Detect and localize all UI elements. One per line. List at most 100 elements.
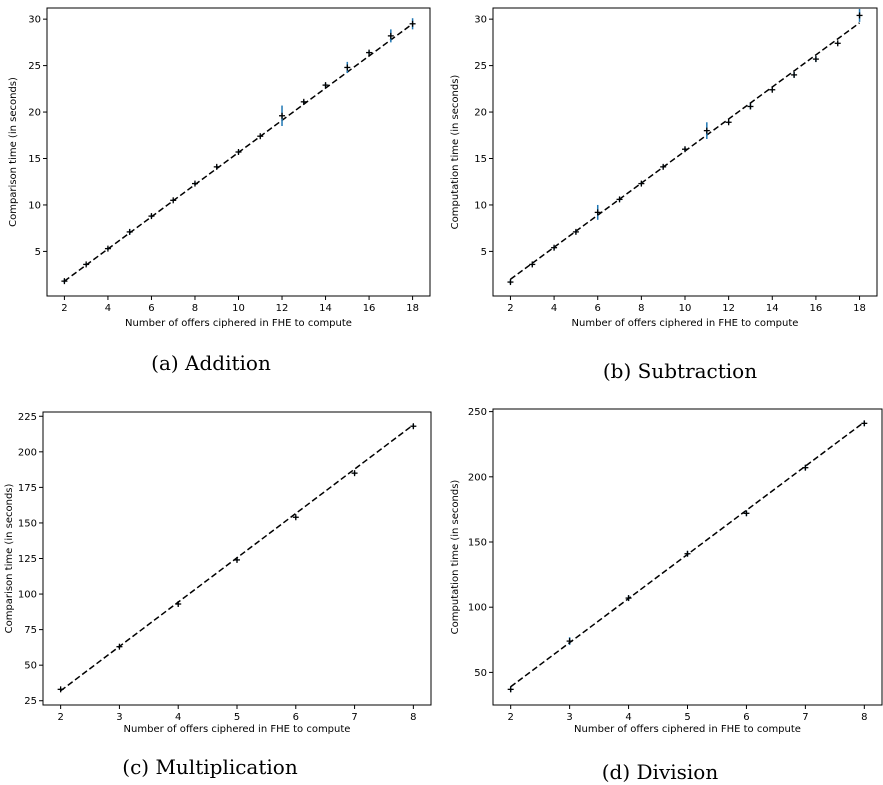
data-point: [791, 71, 798, 78]
data-point: [638, 180, 645, 187]
data-point: [682, 146, 688, 153]
data-point: [234, 556, 240, 563]
data-point: [148, 213, 155, 220]
x-axis-label: Number of offers ciphered in FHE to comp…: [572, 318, 799, 329]
y-tick-label: 15: [28, 154, 41, 165]
x-tick-label: 14: [766, 303, 779, 314]
y-tick-label: 20: [474, 108, 487, 119]
data-point: [322, 82, 329, 89]
x-tick-label: 8: [638, 303, 644, 314]
y-tick-label: 20: [28, 108, 41, 119]
subfigure-caption: (c) Multiplication: [122, 755, 298, 779]
y-tick-label: 25: [28, 61, 41, 72]
data-point: [387, 32, 394, 39]
data-point: [213, 163, 220, 170]
y-tick-label: 30: [28, 15, 41, 26]
y-axis-label: Computation time (in seconds): [450, 75, 461, 230]
data-point: [104, 245, 111, 252]
data-point: [743, 510, 750, 517]
y-tick-label: 25: [24, 696, 37, 707]
data-point: [566, 638, 573, 645]
y-tick-label: 150: [468, 538, 487, 549]
x-tick-label: 2: [507, 712, 513, 723]
chart-panel-2: 2 4 6 8 10 12 14 16 18 5 10 15 20 25 30 Number of offer…: [450, 7, 878, 383]
x-tick-label: 8: [410, 712, 416, 723]
y-tick-label: 50: [24, 661, 37, 672]
y-axis-label: Comparison time (in seconds): [8, 77, 19, 227]
data-point: [83, 261, 90, 268]
y-tick-label: 100: [18, 590, 37, 601]
data-point: [660, 163, 667, 170]
x-tick-label: 7: [802, 712, 808, 723]
y-axis-label: Computation time (in seconds): [450, 480, 461, 635]
x-tick-label: 3: [116, 712, 122, 723]
data-point: [351, 470, 358, 477]
x-tick-label: 5: [684, 712, 690, 723]
x-tick-label: 18: [853, 303, 866, 314]
chart-panel-3: 2 3 4 5 6 7 8 25 50 75 100 125 150 175 200 225 Number of…: [4, 411, 432, 779]
y-tick-label: 175: [18, 483, 37, 494]
data-point: [856, 12, 863, 19]
data-point: [344, 64, 351, 71]
data-point: [684, 550, 691, 557]
data-point: [170, 197, 177, 204]
x-tick-label: 6: [293, 712, 299, 723]
x-tick-label: 4: [175, 712, 181, 723]
x-tick-label: 4: [625, 712, 631, 723]
y-tick-label: 50: [474, 668, 487, 679]
x-tick-label: 12: [276, 303, 289, 314]
x-tick-label: 7: [351, 712, 357, 723]
data-point: [300, 98, 307, 105]
data-point: [572, 228, 579, 235]
x-tick-label: 4: [105, 303, 111, 314]
y-tick-label: 200: [18, 447, 37, 458]
data-point: [507, 686, 514, 693]
data-point: [366, 49, 373, 56]
y-tick-label: 30: [474, 15, 487, 26]
data-point: [834, 40, 841, 47]
data-point: [769, 86, 776, 93]
x-tick-label: 16: [810, 303, 823, 314]
x-tick-label: 6: [148, 303, 154, 314]
y-tick-label: 5: [481, 247, 487, 258]
data-point: [175, 601, 182, 608]
y-tick-label: 10: [28, 200, 41, 211]
x-tick-label: 14: [319, 303, 332, 314]
x-tick-label: 3: [566, 712, 572, 723]
y-tick-label: 250: [468, 407, 487, 418]
x-tick-label: 2: [57, 712, 63, 723]
subfigure-caption: (b) Subtraction: [603, 359, 757, 383]
data-point: [812, 56, 819, 63]
x-tick-label: 5: [234, 712, 240, 723]
x-tick-label: 2: [61, 303, 67, 314]
data-point: [507, 279, 514, 286]
data-point: [747, 103, 754, 110]
data-point: [703, 127, 710, 134]
x-tick-label: 6: [743, 712, 749, 723]
x-tick-label: 4: [551, 303, 557, 314]
data-point: [625, 595, 632, 602]
x-tick-label: 10: [679, 303, 692, 314]
x-tick-label: 8: [192, 303, 198, 314]
y-tick-label: 10: [474, 200, 487, 211]
chart-panel-1: 2 4 6 8 10 12 14 16 18 5 10 15 20 25 30 Number of offer…: [8, 7, 431, 375]
data-point: [191, 180, 198, 187]
y-tick-label: 25: [474, 61, 487, 72]
data-point: [802, 464, 809, 471]
data-point: [551, 244, 558, 251]
x-axis-label: Number of offers ciphered in FHE to comp…: [125, 318, 352, 329]
x-tick-label: 8: [861, 712, 867, 723]
x-tick-label: 6: [595, 303, 601, 314]
data-point: [861, 420, 868, 427]
y-axis-label: Comparison time (in seconds): [4, 484, 15, 634]
data-point: [529, 261, 536, 268]
chart-panel-4: 2 3 4 5 6 7 8 50 100 150 200 250 Number of offers ci…: [450, 407, 883, 784]
data-point: [257, 133, 264, 140]
data-point: [57, 686, 64, 693]
y-tick-label: 200: [468, 472, 487, 483]
x-tick-label: 10: [232, 303, 245, 314]
data-point: [235, 149, 242, 155]
data-point: [725, 119, 732, 126]
x-axis-label: Number of offers ciphered in FHE to comp…: [574, 724, 801, 735]
